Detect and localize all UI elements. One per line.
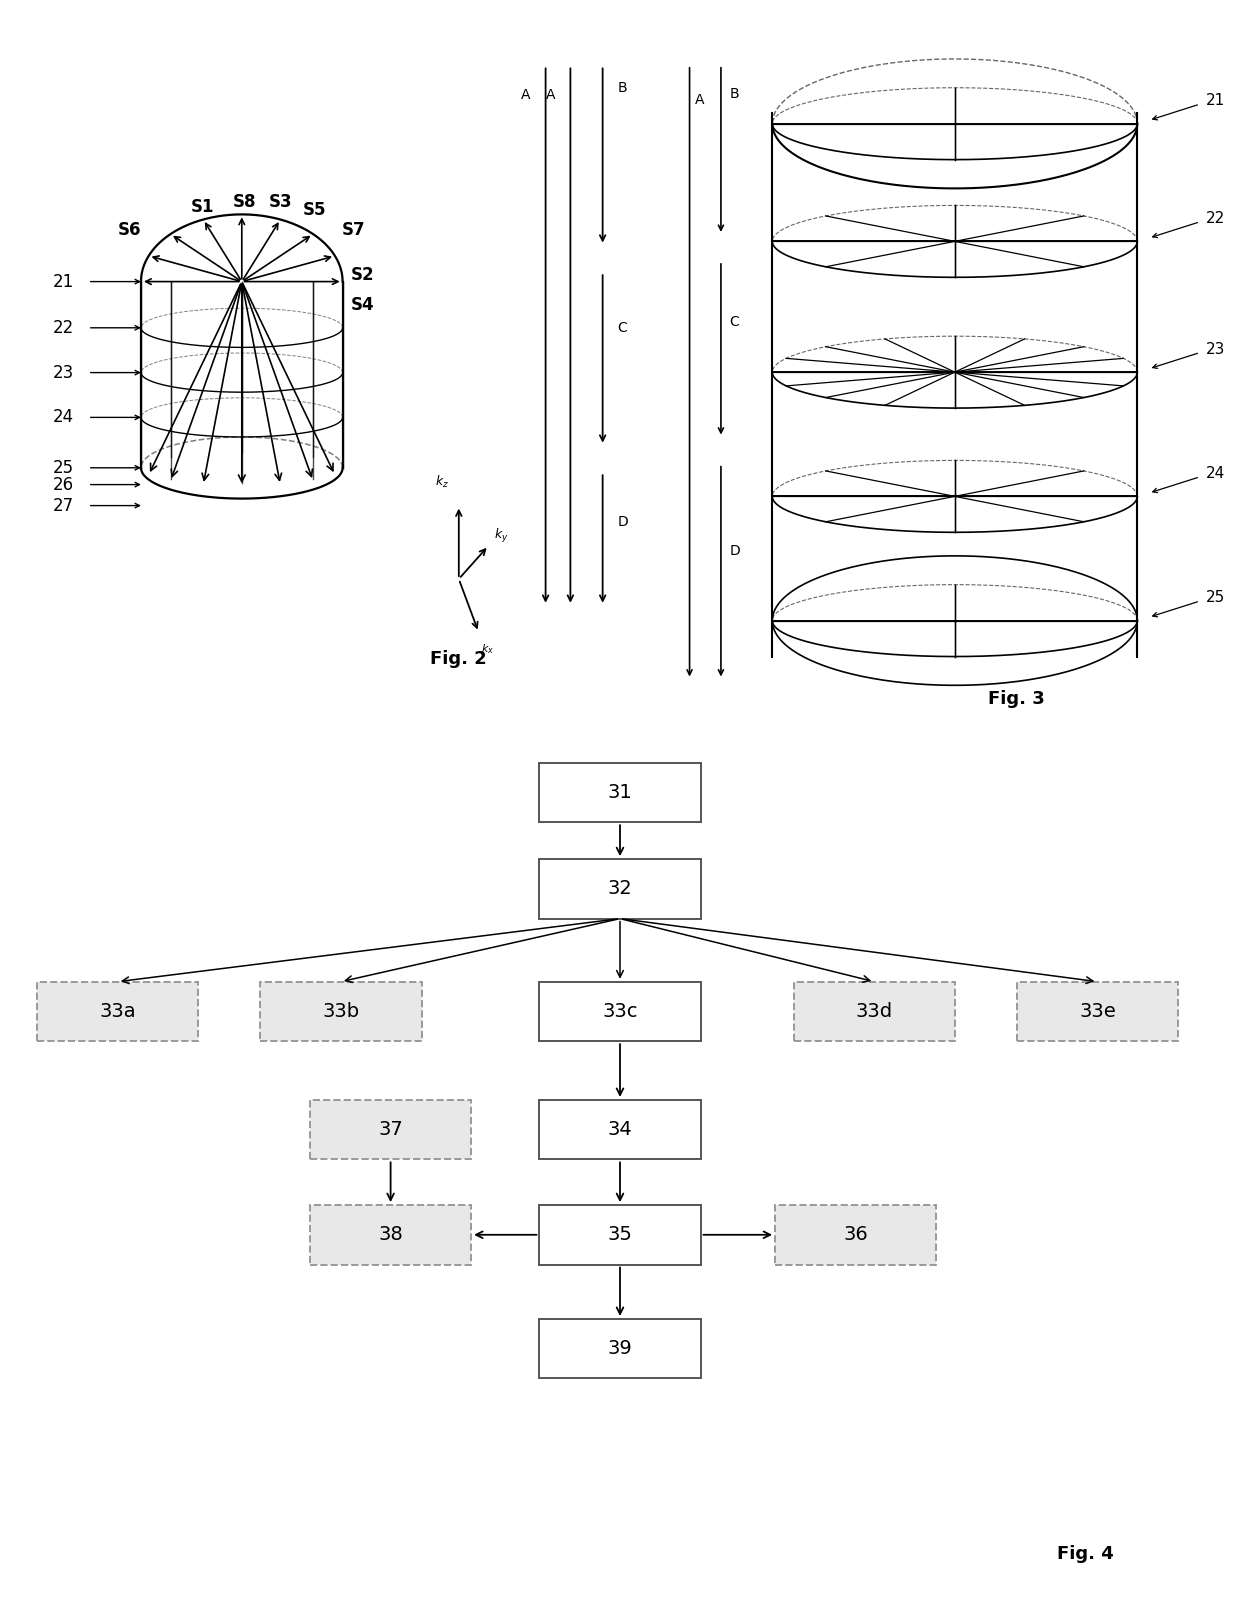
- Text: 33c: 33c: [603, 1001, 637, 1020]
- Bar: [539, 1319, 701, 1379]
- Bar: [1017, 982, 1178, 1041]
- Text: S2: S2: [351, 265, 374, 283]
- Text: C: C: [729, 315, 739, 329]
- Text: S8: S8: [233, 193, 257, 211]
- Text: 36: 36: [843, 1225, 868, 1244]
- Text: $k_z$: $k_z$: [435, 474, 449, 490]
- Text: 33b: 33b: [322, 1001, 360, 1020]
- Bar: [775, 1205, 936, 1265]
- Text: 25: 25: [1205, 590, 1225, 606]
- Bar: [539, 860, 701, 919]
- Text: 33d: 33d: [856, 1001, 893, 1020]
- Text: D: D: [618, 514, 629, 529]
- Text: 22: 22: [52, 318, 74, 337]
- Text: B: B: [618, 82, 627, 95]
- Bar: [310, 1099, 471, 1160]
- Text: 24: 24: [1205, 466, 1225, 480]
- Bar: [310, 1205, 471, 1265]
- Text: S4: S4: [351, 296, 374, 315]
- Text: 23: 23: [1205, 342, 1225, 357]
- Bar: [539, 1205, 701, 1265]
- Text: 34: 34: [608, 1120, 632, 1139]
- Text: S1: S1: [191, 198, 215, 217]
- Text: 39: 39: [608, 1339, 632, 1358]
- Text: 25: 25: [52, 458, 74, 477]
- Text: 35: 35: [608, 1225, 632, 1244]
- Text: 31: 31: [608, 783, 632, 802]
- Bar: [794, 982, 955, 1041]
- Text: 32: 32: [608, 879, 632, 898]
- Text: Fig. 3: Fig. 3: [988, 689, 1045, 707]
- Text: 23: 23: [52, 363, 74, 381]
- Bar: [37, 982, 198, 1041]
- Text: Fig. 4: Fig. 4: [1056, 1544, 1114, 1564]
- Text: C: C: [618, 321, 627, 336]
- Bar: [539, 763, 701, 823]
- Text: S6: S6: [118, 220, 141, 239]
- Text: $k_y$: $k_y$: [494, 527, 508, 545]
- Bar: [260, 982, 422, 1041]
- Text: S3: S3: [269, 193, 293, 211]
- Text: 33a: 33a: [99, 1001, 136, 1020]
- Text: S5: S5: [303, 201, 326, 219]
- Text: B: B: [729, 87, 739, 101]
- Text: A: A: [546, 88, 556, 101]
- Text: 38: 38: [378, 1225, 403, 1244]
- Text: A: A: [521, 88, 531, 101]
- Text: 37: 37: [378, 1120, 403, 1139]
- Text: 27: 27: [52, 497, 74, 514]
- Text: 24: 24: [52, 408, 74, 426]
- Bar: [539, 1099, 701, 1160]
- Text: Fig. 2: Fig. 2: [430, 649, 487, 669]
- Text: S7: S7: [342, 220, 366, 239]
- Text: 21: 21: [1205, 93, 1225, 108]
- Text: A: A: [696, 93, 704, 108]
- Text: 21: 21: [52, 273, 74, 291]
- Text: D: D: [729, 545, 740, 558]
- Text: 22: 22: [1205, 211, 1225, 227]
- Text: 26: 26: [52, 476, 74, 493]
- Text: $k_x$: $k_x$: [481, 643, 495, 656]
- Bar: [539, 982, 701, 1041]
- Text: 33e: 33e: [1079, 1001, 1116, 1020]
